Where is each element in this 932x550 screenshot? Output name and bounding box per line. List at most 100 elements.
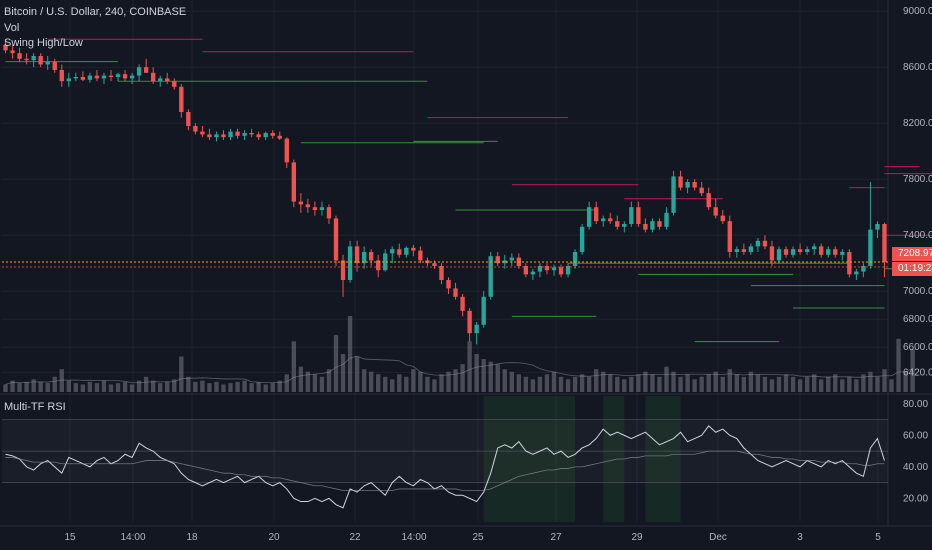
candle-body xyxy=(24,58,29,61)
candle-body xyxy=(720,215,725,222)
candle xyxy=(221,130,226,140)
volume-bar xyxy=(193,381,198,392)
candle xyxy=(52,58,57,73)
candle-body xyxy=(769,246,775,261)
volume-bar xyxy=(361,369,367,392)
candle-body xyxy=(193,126,198,132)
candle-body xyxy=(755,240,761,247)
time-axis-tick: 3 xyxy=(797,532,803,543)
volume-bar xyxy=(720,376,725,392)
candle-body xyxy=(664,212,669,227)
candle xyxy=(509,253,514,266)
candle-body xyxy=(101,75,107,79)
candle xyxy=(165,72,170,84)
candle-body xyxy=(734,249,739,252)
candle-body xyxy=(136,67,142,76)
volume-bar xyxy=(481,359,486,392)
candle-body xyxy=(432,263,437,266)
candle-body xyxy=(256,134,261,138)
volume-bar xyxy=(333,335,339,392)
candle-body xyxy=(165,78,170,82)
candle xyxy=(397,243,402,258)
volume-bar xyxy=(727,369,732,392)
volume-bar xyxy=(558,376,564,392)
candle-body xyxy=(298,201,304,205)
candle xyxy=(537,263,543,278)
candle xyxy=(376,254,381,278)
candle-body xyxy=(319,207,325,210)
candle-body xyxy=(242,133,247,136)
candle xyxy=(790,246,796,258)
volume-bar xyxy=(347,316,353,392)
candle-body xyxy=(650,221,655,230)
vol-indicator-label[interactable]: Vol xyxy=(4,22,20,34)
candle-body xyxy=(354,246,360,264)
volume-bar xyxy=(122,381,128,392)
candle xyxy=(650,218,655,233)
volume-bar xyxy=(755,374,761,392)
volume-bar xyxy=(903,371,908,392)
volume-bar xyxy=(847,376,852,392)
volume-bar xyxy=(80,384,86,392)
time-axis-tick: 14:00 xyxy=(401,532,426,543)
rsi-panel-title[interactable]: Multi-TF RSI xyxy=(4,401,66,413)
candle-body xyxy=(52,61,57,70)
candle-body xyxy=(762,240,768,247)
volume-bar xyxy=(572,376,578,392)
candle-body xyxy=(361,252,367,264)
swing-indicator-label[interactable]: Swing High/Low xyxy=(4,37,83,49)
candle xyxy=(854,268,859,280)
volume-bar xyxy=(312,374,318,392)
candle-body xyxy=(608,218,613,222)
time-axis-tick: 29 xyxy=(631,532,643,543)
candle xyxy=(868,182,873,269)
candle xyxy=(214,131,219,142)
volume-bar xyxy=(551,371,557,392)
last-price-tag: 7208.97 xyxy=(892,247,932,261)
candle xyxy=(319,201,325,216)
volume-bar xyxy=(305,371,311,392)
candle xyxy=(66,72,71,87)
candle xyxy=(326,204,332,224)
rsi-slow-line xyxy=(5,450,885,491)
volume-bar xyxy=(397,374,402,392)
candle-body xyxy=(270,133,275,136)
volume-bar xyxy=(179,356,184,392)
volume-bar xyxy=(889,379,894,392)
candle xyxy=(579,224,585,255)
volume-bar xyxy=(129,384,135,392)
time-axis-tick: 18 xyxy=(186,532,198,543)
candle xyxy=(783,246,789,258)
candle-body xyxy=(326,207,332,219)
volume-bar xyxy=(143,376,149,392)
candle-body xyxy=(347,246,353,280)
volume-bar xyxy=(826,376,831,392)
candle-body xyxy=(481,296,486,325)
volume-bar xyxy=(404,376,409,392)
volume-bar xyxy=(172,379,177,392)
candle-body xyxy=(467,310,472,334)
volume-bar xyxy=(706,374,711,392)
candle-body xyxy=(509,257,514,261)
volume-bar xyxy=(446,371,451,392)
price-axis-tick: 8600.00 xyxy=(903,62,932,73)
volume-bar xyxy=(502,369,507,392)
candle xyxy=(727,215,732,258)
candle xyxy=(158,75,163,87)
candle xyxy=(720,210,725,224)
candle-body xyxy=(544,266,550,271)
candle-body xyxy=(439,266,444,280)
candle-body xyxy=(3,44,8,51)
volume-bar xyxy=(579,374,585,392)
volume-bar xyxy=(3,384,8,392)
volume-bar xyxy=(298,366,304,392)
candle xyxy=(572,249,578,269)
candle xyxy=(256,131,261,140)
volume-bar xyxy=(671,371,676,392)
volume-bar xyxy=(861,374,866,392)
price-axis-tick: 7800.00 xyxy=(903,174,932,185)
candle-body xyxy=(615,221,620,227)
volume-bar xyxy=(319,376,325,392)
